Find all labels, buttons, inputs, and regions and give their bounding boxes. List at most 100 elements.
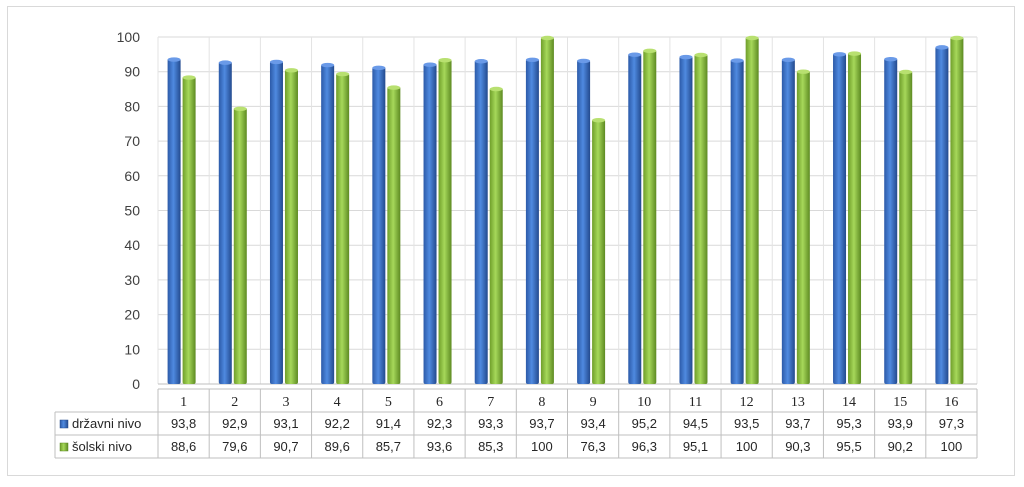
- x-tick-label: 2: [231, 395, 238, 410]
- legend-label: šolski nivo: [72, 439, 132, 454]
- bar-body: [269, 60, 283, 385]
- bar-cap: [474, 59, 488, 64]
- bar-body: [679, 56, 693, 385]
- data-label: 95,5: [836, 439, 861, 454]
- bar-cap: [679, 54, 693, 60]
- y-tick-label: 10: [124, 341, 140, 357]
- bar-body: [848, 52, 862, 385]
- data-label: 89,6: [325, 439, 350, 454]
- bar: [781, 57, 795, 385]
- bar-cap: [269, 59, 283, 65]
- bar: [167, 57, 181, 384]
- bar-cap: [336, 71, 350, 77]
- x-tick-label: 9: [590, 395, 597, 410]
- data-label: 91,4: [376, 416, 401, 431]
- bar: [899, 69, 913, 385]
- data-label: 79,6: [222, 439, 247, 454]
- data-label: 93,6: [427, 439, 452, 454]
- bar-body: [628, 53, 642, 384]
- x-tick-label: 12: [740, 395, 754, 410]
- y-tick-label: 80: [124, 98, 140, 114]
- bar-cap: [321, 62, 335, 68]
- y-tick-label: 40: [124, 237, 140, 253]
- bar-body: [643, 49, 657, 385]
- bar-body: [899, 71, 913, 385]
- data-label: 93,7: [529, 416, 554, 431]
- bar-body: [218, 61, 232, 385]
- data-label: 93,8: [171, 416, 196, 431]
- bar-cap: [950, 35, 964, 41]
- bar-body: [489, 88, 503, 384]
- bar-body: [781, 58, 795, 385]
- bar: [525, 57, 539, 385]
- data-label: 93,9: [888, 416, 913, 431]
- x-tick-label: 7: [487, 395, 494, 410]
- bar-body: [336, 73, 350, 384]
- bar-body: [233, 107, 247, 385]
- bar-body: [321, 64, 335, 384]
- bar: [438, 58, 452, 384]
- bar: [218, 60, 232, 385]
- bar: [321, 62, 335, 384]
- data-label: 93,5: [734, 416, 759, 431]
- bar: [643, 48, 657, 385]
- bar-cap: [935, 45, 949, 50]
- data-label: 92,3: [427, 416, 452, 431]
- data-label: 85,7: [376, 439, 401, 454]
- bar-cap: [218, 60, 232, 65]
- bar-body: [525, 58, 539, 385]
- data-label: 100: [941, 439, 963, 454]
- bar-body: [935, 46, 949, 385]
- bar: [233, 106, 247, 385]
- bar-cap: [182, 75, 196, 80]
- x-tick-label: 1: [180, 395, 187, 410]
- bar-body: [372, 66, 386, 384]
- x-tick-label: 14: [842, 395, 856, 410]
- bar: [423, 62, 437, 385]
- y-tick-label: 0: [132, 376, 140, 392]
- bar-cap: [833, 52, 847, 57]
- bar-cap: [489, 86, 503, 92]
- bar-cap: [423, 62, 437, 67]
- data-label: 94,5: [683, 416, 708, 431]
- bar-cap: [540, 35, 554, 41]
- bar: [679, 54, 693, 385]
- bar-cap: [387, 85, 401, 90]
- data-label: 93,1: [273, 416, 298, 431]
- bar-cap: [372, 65, 386, 71]
- bar-body: [592, 119, 606, 384]
- bar: [796, 69, 810, 384]
- bar-body: [884, 58, 898, 385]
- data-label: 93,3: [478, 416, 503, 431]
- bar-body: [694, 54, 708, 385]
- y-tick-label: 20: [124, 307, 140, 323]
- data-label: 96,3: [632, 439, 657, 454]
- bar-body: [540, 37, 554, 384]
- bar-body: [950, 37, 964, 384]
- bar-body: [167, 58, 181, 384]
- bar-body: [474, 60, 488, 385]
- bar: [730, 58, 744, 385]
- data-label: 97,3: [939, 416, 964, 431]
- y-tick-label: 60: [124, 168, 140, 184]
- bar-cap: [167, 57, 181, 62]
- data-label: 76,3: [580, 439, 605, 454]
- y-tick-label: 30: [124, 272, 140, 288]
- x-tick-label: 8: [538, 395, 545, 410]
- y-tick-label: 90: [124, 64, 140, 80]
- data-label: 90,3: [785, 439, 810, 454]
- bar-body: [438, 59, 452, 384]
- bar: [269, 59, 283, 385]
- bar: [577, 58, 591, 384]
- bar: [950, 35, 964, 384]
- bar-cap: [899, 69, 913, 75]
- bar-body: [730, 59, 744, 385]
- bar: [284, 68, 298, 385]
- bar-body: [182, 76, 196, 385]
- bars: [167, 35, 964, 385]
- bar-cap: [884, 56, 898, 62]
- bar-cap: [848, 51, 862, 56]
- x-tick-label: 10: [637, 395, 651, 410]
